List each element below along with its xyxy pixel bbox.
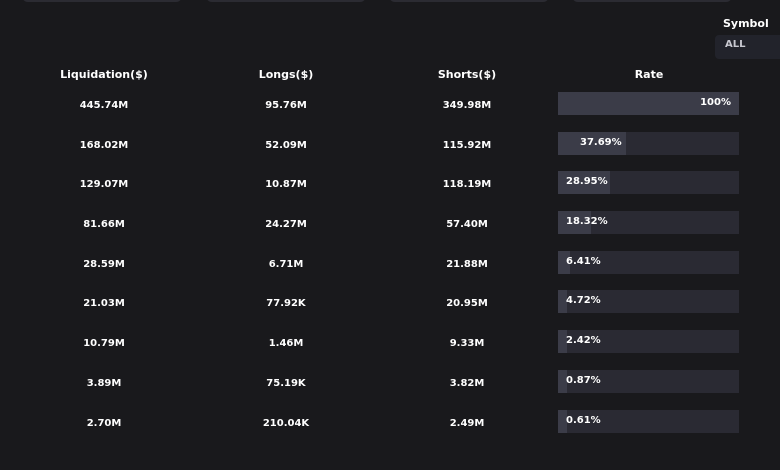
liquidation-value: 81.66M: [83, 219, 125, 231]
header-longs: Longs($): [258, 68, 314, 81]
top-tab-2[interactable]: [206, 0, 366, 2]
rate-bar: 0.87%: [558, 369, 739, 393]
header-rate: Rate: [634, 68, 664, 81]
table-row: 21.03M 77.92K 20.95M 4.72%: [0, 289, 780, 329]
table-body: 445.74M 95.76M 349.98M 100% 168.02M 52.09M 115…: [0, 91, 780, 448]
table-row: 81.66M 24.27M 57.40M 18.32%: [0, 210, 780, 250]
liquidation-value: 129.07M: [79, 179, 129, 191]
rate-bar: 4.72%: [558, 290, 739, 314]
rate-bar-fill: [558, 330, 567, 354]
symbol-select-value: ALL: [725, 39, 746, 50]
rate-bar-fill: [558, 171, 611, 195]
rate-bar-fill: [558, 131, 627, 155]
rate-bar-fill: [558, 250, 570, 274]
rate-bar-fill: [558, 409, 567, 433]
shorts-value: 3.82M: [449, 377, 485, 389]
longs-value: 95.76M: [265, 100, 307, 111]
table-header: Liquidation($) Longs($) Shorts($) Rate: [0, 68, 780, 82]
rate-value: 0.87%: [566, 374, 601, 386]
rate-value: 4.72%: [566, 295, 601, 307]
liquidation-value: 21.03M: [83, 298, 125, 310]
table-row: 445.74M 95.76M 349.98M 100%: [0, 91, 780, 131]
rate-bar-fill: [558, 92, 739, 115]
rate-bar: 28.95%: [558, 171, 739, 195]
table-row: 168.02M 52.09M 115.92M 37.69%: [0, 131, 780, 171]
shorts-value: 21.88M: [446, 258, 488, 270]
shorts-value: 118.19M: [442, 179, 492, 191]
shorts-value: 9.33M: [449, 338, 485, 350]
top-tab-strip: [0, 0, 780, 6]
table-row: 10.79M 1.46M 9.33M 2.42%: [0, 329, 780, 369]
longs-value: 10.87M: [265, 179, 307, 191]
rate-value: 37.69%: [580, 136, 622, 148]
rate-bar-fill: [558, 211, 592, 235]
shorts-value: 57.40M: [446, 219, 488, 231]
rate-bar: 37.69%: [558, 131, 739, 155]
rate-value: 18.32%: [566, 216, 608, 228]
longs-value: 52.09M: [265, 139, 307, 151]
rate-bar: 0.61%: [558, 409, 739, 433]
shorts-value: 115.92M: [442, 139, 492, 151]
table-row: 3.89M 75.19K 3.82M 0.87%: [0, 369, 780, 409]
liquidation-value: 28.59M: [83, 258, 125, 270]
liquidation-value: 2.70M: [86, 417, 122, 429]
liquidation-value: 168.02M: [79, 139, 129, 151]
table-row: 129.07M 10.87M 118.19M 28.95%: [0, 170, 780, 210]
rate-bar-fill: [558, 369, 567, 393]
liquidation-value: 445.74M: [79, 100, 129, 111]
rate-bar: 2.42%: [558, 330, 739, 354]
symbol-select[interactable]: ALL: [715, 35, 780, 59]
rate-bar: 6.41%: [558, 250, 739, 274]
longs-value: 6.71M: [268, 258, 304, 270]
table-row: 28.59M 6.71M 21.88M 6.41%: [0, 250, 780, 290]
rate-value: 2.42%: [566, 335, 601, 347]
shorts-value: 349.98M: [442, 100, 492, 111]
shorts-value: 2.49M: [449, 417, 485, 429]
rate-value: 6.41%: [566, 255, 601, 267]
liquidation-value: 10.79M: [83, 338, 125, 350]
header-shorts: Shorts($): [437, 68, 497, 81]
longs-value: 24.27M: [265, 219, 307, 231]
table-row: 2.70M 210.04K 2.49M 0.61%: [0, 409, 780, 449]
top-tab-3[interactable]: [389, 0, 549, 2]
rate-value: 28.95%: [566, 176, 608, 188]
top-tab-1[interactable]: [22, 0, 182, 2]
top-tab-4[interactable]: [572, 0, 732, 2]
liquidation-value: 3.89M: [86, 377, 122, 389]
rate-value: 0.61%: [566, 414, 601, 426]
longs-value: 77.92K: [266, 298, 306, 310]
rate-bar: 18.32%: [558, 211, 739, 235]
longs-value: 75.19K: [266, 377, 306, 389]
rate-value: 100%: [700, 97, 731, 108]
longs-value: 210.04K: [262, 417, 310, 429]
header-liquidation: Liquidation($): [60, 68, 148, 81]
longs-value: 1.46M: [268, 338, 304, 350]
rate-bar: 100%: [558, 92, 739, 115]
rate-bar-fill: [558, 290, 567, 314]
shorts-value: 20.95M: [446, 298, 488, 310]
symbol-label: Symbol: [723, 17, 769, 30]
